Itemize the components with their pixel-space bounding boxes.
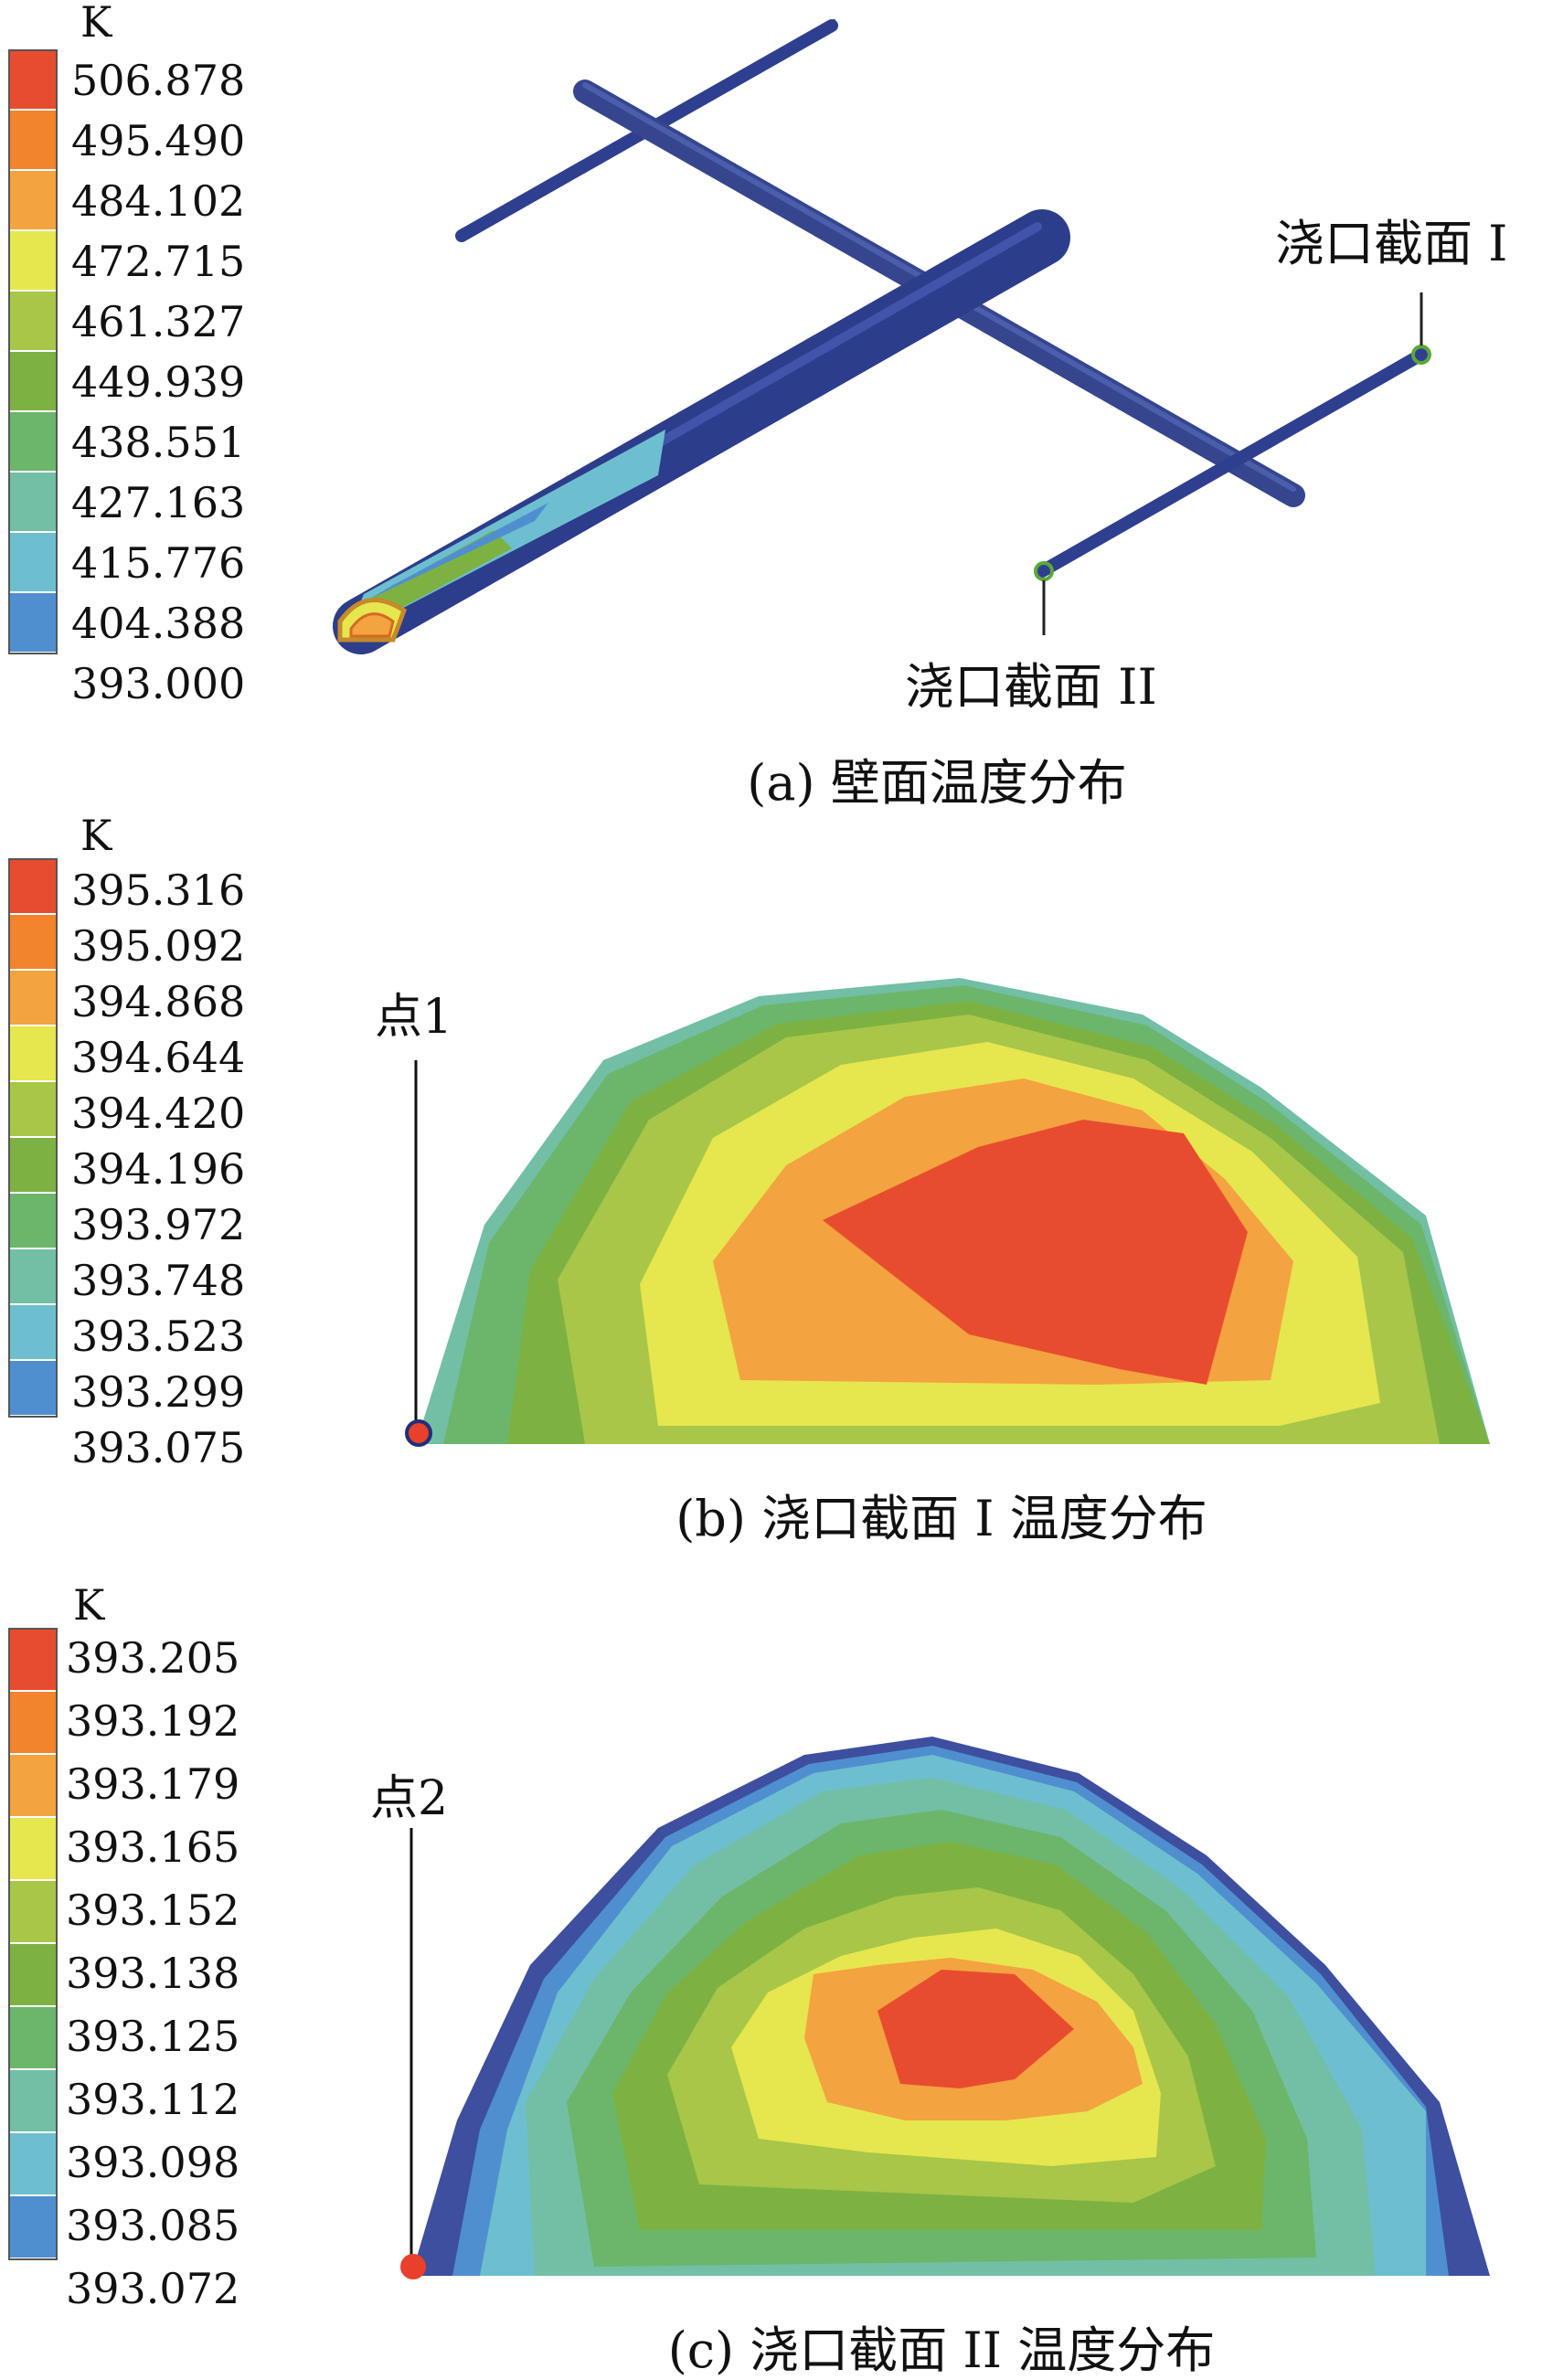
legend-swatch	[9, 2007, 57, 2068]
legend-swatch	[9, 2196, 57, 2258]
section-2-contour: 点2	[370, 1737, 1490, 2279]
section-marker-2	[1034, 561, 1054, 581]
legend-swatches-a	[8, 49, 58, 654]
legend-swatch	[9, 593, 57, 652]
legend-value-a-5: 449.939	[71, 357, 245, 407]
legend-swatch	[9, 50, 57, 109]
legend-value-a-8: 415.776	[71, 538, 245, 588]
legend-unit-c: K	[73, 1580, 106, 1630]
legend-value-a-6: 438.551	[71, 418, 245, 467]
legend-swatch	[9, 2070, 57, 2131]
legend-value-c-0: 393.205	[66, 1633, 239, 1683]
legend-swatch	[9, 231, 57, 290]
legend-swatch	[9, 1138, 57, 1192]
legend-value-c-2: 393.179	[66, 1759, 239, 1809]
legend-unit-b: K	[80, 811, 113, 860]
legend-value-b-10: 393.075	[71, 1423, 245, 1472]
contour-c-level-9	[877, 1970, 1074, 2088]
legend-swatches-c	[8, 1628, 58, 2260]
legend-value-b-2: 394.868	[71, 977, 245, 1026]
legend-swatch	[9, 1629, 57, 1690]
legend-value-c-6: 393.125	[66, 2012, 239, 2061]
legend-value-b-6: 393.972	[71, 1200, 245, 1249]
legend-swatch	[9, 1755, 57, 1816]
front-runner	[1036, 348, 1428, 578]
legend-swatch	[9, 533, 57, 591]
point-1-marker	[405, 1419, 432, 1447]
point-2-marker	[400, 2254, 426, 2279]
legend-value-a-10: 393.000	[71, 659, 245, 708]
legend-value-c-1: 393.192	[66, 1696, 239, 1746]
legend-value-a-9: 404.388	[71, 599, 245, 648]
legend-value-b-1: 395.092	[71, 921, 245, 971]
legend-swatch	[9, 292, 57, 350]
legend-value-b-8: 393.523	[71, 1312, 245, 1361]
panel-c: K 393.205 393.192 393.179 393.165 393.15…	[8, 1580, 1490, 2379]
sprue-cool-stripe	[370, 503, 548, 599]
legend-swatch	[9, 1249, 57, 1303]
legend-value-c-9: 393.085	[66, 2201, 239, 2250]
legend-swatch	[9, 1818, 57, 1879]
legend-value-c-4: 393.152	[66, 1886, 239, 1935]
legend-unit-a: K	[80, 0, 113, 47]
section-marker-1	[1411, 345, 1431, 365]
legend-swatch	[9, 2133, 57, 2194]
legend-value-c-8: 393.098	[66, 2138, 239, 2187]
legend-value-c-7: 393.112	[66, 2075, 239, 2124]
legend-value-a-1: 495.490	[71, 116, 245, 165]
legend-value-c-3: 393.165	[66, 1822, 239, 1872]
caption-a: (a) 壁面温度分布	[747, 754, 1127, 812]
legend-value-a-0: 506.878	[71, 56, 245, 105]
legend-swatch	[9, 412, 57, 471]
sprue-inlet	[337, 597, 408, 643]
caption-c: (c) 浇口截面 II 温度分布	[668, 2322, 1216, 2379]
panel-a: K 506.878 495.490 484.102 472.715 461.32…	[8, 0, 1508, 812]
callout-section-2: 浇口截面 II	[905, 658, 1157, 716]
legend-swatch	[9, 473, 57, 531]
legend-swatch	[9, 859, 57, 913]
back-runner-tip	[824, 18, 839, 31]
legend-swatch	[9, 1194, 57, 1248]
panel-b: K 395.316 395.092 394.868 394.644 394.42…	[8, 811, 1490, 1547]
legend-value-a-7: 427.163	[71, 478, 245, 527]
legend-value-b-9: 393.299	[71, 1367, 245, 1417]
legend-frame	[8, 49, 58, 654]
color-legend-a: K 506.878 495.490 484.102 472.715 461.32…	[8, 0, 245, 708]
legend-value-a-4: 461.327	[71, 297, 245, 346]
legend-value-a-3: 472.715	[71, 237, 245, 286]
legend-frame	[8, 858, 58, 1418]
legend-swatch	[9, 971, 57, 1025]
legend-swatch	[9, 915, 57, 969]
legend-value-b-3: 394.644	[71, 1033, 245, 1082]
legend-swatch	[9, 111, 57, 169]
contour-b-level-6	[823, 1120, 1248, 1385]
legend-value-c-5: 393.138	[66, 1949, 239, 1998]
color-legend-b: K 395.316 395.092 394.868 394.644 394.42…	[8, 811, 245, 1472]
callout-section-1: 浇口截面 I	[1275, 215, 1508, 272]
legend-swatches-b	[8, 858, 58, 1418]
point-1-label: 点1	[375, 990, 452, 1045]
legend-swatch	[9, 171, 57, 229]
legend-swatch	[9, 1361, 57, 1415]
legend-swatch	[9, 1944, 57, 2005]
legend-value-a-2: 484.102	[71, 176, 245, 226]
legend-value-c-10: 393.072	[66, 2264, 239, 2313]
legend-swatch	[9, 1026, 57, 1080]
legend-swatch	[9, 352, 57, 410]
legend-value-b-4: 394.420	[71, 1089, 245, 1138]
legend-swatch	[9, 1082, 57, 1136]
legend-value-b-0: 395.316	[71, 866, 245, 915]
legend-frame	[8, 1628, 58, 2260]
color-legend-c: K 393.205 393.192 393.179 393.165 393.15…	[8, 1580, 239, 2313]
section-1-contour: 点1	[375, 978, 1490, 1447]
legend-swatch	[9, 1305, 57, 1359]
legend-swatch	[9, 1881, 57, 1942]
runner-system-model: 浇口截面 I 浇口截面 II	[333, 18, 1508, 716]
legend-value-b-7: 393.748	[71, 1256, 245, 1305]
caption-b: (b) 浇口截面 I 温度分布	[675, 1490, 1207, 1547]
point-2-label: 点2	[370, 1771, 448, 1826]
legend-swatch	[9, 1692, 57, 1753]
legend-value-b-5: 394.196	[71, 1144, 245, 1194]
